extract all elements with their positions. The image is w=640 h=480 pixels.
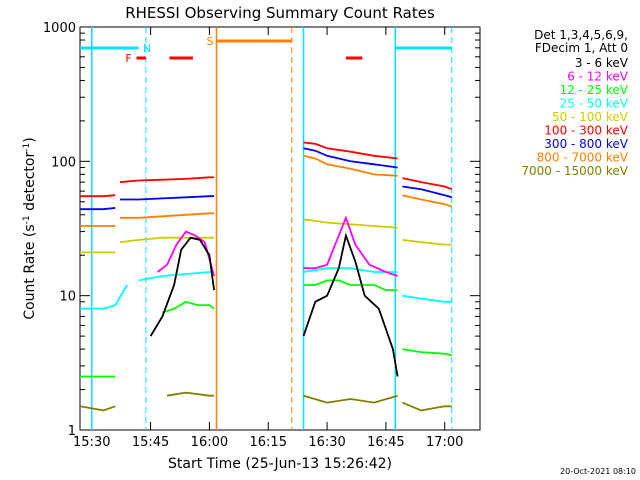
x-tick-label: 17:00: [426, 435, 463, 450]
series-line-6-12-kev: [157, 230, 215, 277]
y-axis-label: Count Rate (s-1 detector-1): [22, 137, 38, 319]
x-tick-label: 15:30: [73, 435, 110, 450]
series-line-6-12-kev: [303, 215, 398, 277]
legend-entry: 7000 - 15000 keV: [521, 164, 628, 178]
x-tick-label: 16:30: [308, 435, 345, 450]
chart-title: RHESSI Observing Summary Count Rates: [125, 4, 435, 22]
footer-date: 20-Oct-2021 08:10: [560, 467, 636, 476]
legend-entry: 12 - 25 keV: [560, 83, 629, 97]
series-line-300-800-kev: [303, 147, 398, 169]
series-line-3-6-kev: [149, 236, 215, 337]
legend-entry: 300 - 800 keV: [544, 137, 628, 151]
y-axis-label-part: ): [22, 137, 38, 142]
x-tick-label: 16:00: [191, 435, 228, 450]
plot-frame: [79, 26, 481, 431]
legend-entry: 100 - 300 keV: [544, 124, 628, 138]
legend-header-line-2: FDecim 1, Att 0: [535, 41, 628, 55]
x-axis-label: Start Time (25-Jun-13 15:26:42): [168, 456, 392, 472]
series-line-300-800-kev: [120, 195, 215, 201]
series-line-300-800-kev: [80, 207, 116, 211]
series-line-3-6-kev: [302, 232, 399, 377]
y-tick-label: 100: [51, 155, 76, 170]
series-line-100-300-kev: [303, 141, 398, 160]
series-line-7000-15000-kev: [402, 401, 452, 412]
series-line-25-50-kev: [402, 294, 452, 303]
legend-entry: 3 - 6 keV: [575, 56, 629, 70]
series-line-50-100-kev: [402, 239, 452, 246]
y-tick-label: 10: [59, 290, 76, 305]
series-line-800-7000-kev: [120, 212, 215, 219]
series-line-100-300-kev: [402, 177, 453, 191]
y-axis-label-part: detector: [22, 152, 38, 216]
legend-entry: 6 - 12 keV: [567, 70, 629, 84]
series-line-100-300-kev: [119, 176, 215, 183]
legend-entry: 800 - 7000 keV: [537, 151, 629, 165]
legend-entry: 25 - 50 keV: [560, 97, 629, 111]
flag-label-s: S: [206, 35, 213, 48]
series-line-12-25-kev: [303, 279, 398, 291]
x-tick-label: 15:45: [132, 435, 169, 450]
series-line-12-25-kev: [162, 300, 215, 314]
series-line-300-800-kev: [402, 185, 453, 199]
series-line-800-7000-kev: [303, 154, 398, 177]
series-line-100-300-kev: [80, 194, 116, 198]
series-line-7000-15000-kev: [303, 394, 398, 404]
legend-entry: 50 - 100 keV: [552, 110, 629, 124]
y-axis-label-superscript: -1: [22, 215, 32, 224]
series-line-25-50-kev: [80, 284, 128, 310]
legend-header-line-1: Det 1,3,4,5,6,9,: [534, 28, 628, 42]
y-tick-label: 1000: [43, 21, 76, 36]
y-tick-label: 1: [68, 424, 76, 439]
y-axis-label-part: Count Rate (s: [22, 224, 38, 319]
x-tick-label: 16:45: [367, 435, 404, 450]
y-axis-label-superscript: -1: [22, 143, 32, 152]
series-line-50-100-kev: [303, 218, 398, 229]
series-line-800-7000-kev: [402, 194, 453, 208]
flag-label-f: F: [125, 52, 131, 65]
series-line-50-100-kev: [119, 236, 215, 244]
series-line-7000-15000-kev: [79, 405, 116, 412]
series-line-7000-15000-kev: [166, 391, 215, 397]
flag-label-n: N: [143, 42, 151, 55]
series-line-12-25-kev: [402, 348, 452, 357]
x-tick-label: 16:15: [250, 435, 287, 450]
series-line-25-50-kev: [303, 267, 398, 273]
